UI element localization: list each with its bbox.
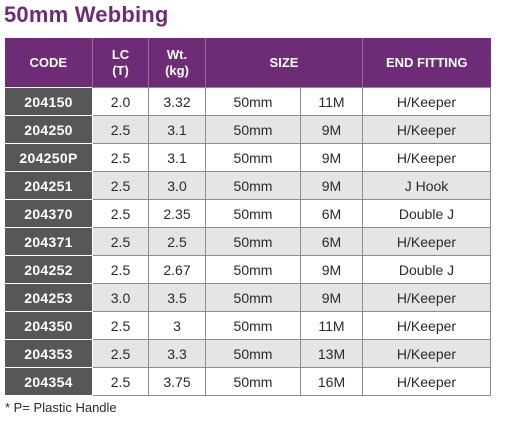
cell-code: 204251	[4, 171, 93, 200]
cell-weight: 2.67	[148, 255, 206, 284]
cell-size-length: 6M	[300, 199, 363, 228]
cell-end-fitting: H/Keeper	[362, 367, 491, 396]
cell-size-width: 50mm	[205, 283, 301, 312]
cell-lc: 2.5	[92, 367, 149, 396]
cell-size-length: 9M	[300, 171, 363, 200]
cell-code: 204354	[4, 367, 93, 396]
cell-end-fitting: H/Keeper	[362, 143, 491, 172]
cell-weight: 3.3	[148, 339, 206, 368]
webbing-spec-table: CODE LC (T) Wt. (kg) SIZE END FITTING 20…	[4, 38, 491, 396]
cell-end-fitting: Double J	[362, 199, 491, 228]
header-lc-label: LC	[111, 46, 130, 62]
table-header-row: CODE LC (T) Wt. (kg) SIZE END FITTING	[4, 38, 491, 88]
cell-code: 204250P	[4, 143, 93, 172]
cell-size-width: 50mm	[205, 171, 301, 200]
cell-code: 204350	[4, 311, 93, 340]
cell-size-length: 6M	[300, 227, 363, 256]
table-row: 204252 2.5 2.67 50mm 9M Double J	[4, 255, 491, 284]
cell-size-length: 9M	[300, 115, 363, 144]
cell-size-length: 11M	[300, 311, 363, 340]
cell-code: 204250	[4, 115, 93, 144]
table-row: 204370 2.5 2.35 50mm 6M Double J	[4, 199, 491, 228]
table-row: 204251 2.5 3.0 50mm 9M J Hook	[4, 171, 491, 200]
cell-size-length: 13M	[300, 339, 363, 368]
cell-size-length: 16M	[300, 367, 363, 396]
table-row: 204253 3.0 3.5 50mm 9M H/Keeper	[4, 283, 491, 312]
cell-lc: 2.5	[92, 255, 149, 284]
cell-size-width: 50mm	[205, 339, 301, 368]
cell-code: 204253	[4, 283, 93, 312]
cell-size-length: 9M	[300, 255, 363, 284]
cell-code: 204353	[4, 339, 93, 368]
cell-lc: 2.5	[92, 227, 149, 256]
footnote: * P= Plastic Handle	[5, 400, 117, 415]
cell-code: 204150	[4, 87, 93, 116]
cell-end-fitting: H/Keeper	[362, 339, 491, 368]
cell-weight: 3	[148, 311, 206, 340]
header-end-fitting: END FITTING	[362, 38, 491, 88]
cell-size-length: 9M	[300, 283, 363, 312]
cell-weight: 3.0	[148, 171, 206, 200]
cell-size-width: 50mm	[205, 143, 301, 172]
cell-end-fitting: Double J	[362, 255, 491, 284]
header-lc: LC (T)	[92, 38, 149, 88]
cell-size-width: 50mm	[205, 199, 301, 228]
cell-end-fitting: J Hook	[362, 171, 491, 200]
header-weight: Wt. (kg)	[148, 38, 206, 88]
cell-end-fitting: H/Keeper	[362, 87, 491, 116]
cell-end-fitting: H/Keeper	[362, 283, 491, 312]
cell-weight: 3.5	[148, 283, 206, 312]
cell-code: 204370	[4, 199, 93, 228]
table-row: 204150 2.0 3.32 50mm 11M H/Keeper	[4, 87, 491, 116]
cell-lc: 2.5	[92, 339, 149, 368]
cell-lc: 2.0	[92, 87, 149, 116]
cell-size-width: 50mm	[205, 367, 301, 396]
table-row: 204250 2.5 3.1 50mm 9M H/Keeper	[4, 115, 491, 144]
table-body: 204150 2.0 3.32 50mm 11M H/Keeper 204250 2.5 3.1…	[4, 87, 491, 396]
cell-size-length: 11M	[300, 87, 363, 116]
table-row: 204354 2.5 3.75 50mm 16M H/Keeper	[4, 367, 491, 396]
cell-lc: 2.5	[92, 199, 149, 228]
table-row: 204250P 2.5 3.1 50mm 9M H/Keeper	[4, 143, 491, 172]
cell-weight: 3.1	[148, 143, 206, 172]
cell-lc: 2.5	[92, 115, 149, 144]
cell-weight: 3.32	[148, 87, 206, 116]
cell-end-fitting: H/Keeper	[362, 227, 491, 256]
cell-code: 204252	[4, 255, 93, 284]
table-row: 204371 2.5 2.5 50mm 6M H/Keeper	[4, 227, 491, 256]
cell-size-width: 50mm	[205, 311, 301, 340]
cell-weight: 3.1	[148, 115, 206, 144]
cell-weight: 2.35	[148, 199, 206, 228]
cell-end-fitting: H/Keeper	[362, 115, 491, 144]
cell-lc: 2.5	[92, 171, 149, 200]
header-code: CODE	[4, 38, 93, 88]
page-title: 50mm Webbing	[4, 2, 169, 27]
cell-end-fitting: H/Keeper	[362, 311, 491, 340]
cell-code: 204371	[4, 227, 93, 256]
cell-lc: 2.5	[92, 311, 149, 340]
header-weight-label: Wt.	[166, 46, 188, 62]
header-weight-unit: (kg)	[165, 62, 189, 78]
cell-size-width: 50mm	[205, 227, 301, 256]
table-row: 204353 2.5 3.3 50mm 13M H/Keeper	[4, 339, 491, 368]
cell-size-length: 9M	[300, 143, 363, 172]
cell-lc: 2.5	[92, 143, 149, 172]
cell-lc: 3.0	[92, 283, 149, 312]
cell-size-width: 50mm	[205, 87, 301, 116]
header-size: SIZE	[205, 38, 363, 88]
cell-weight: 2.5	[148, 227, 206, 256]
cell-weight: 3.75	[148, 367, 206, 396]
header-lc-unit: (T)	[112, 62, 129, 78]
cell-size-width: 50mm	[205, 115, 301, 144]
cell-size-width: 50mm	[205, 255, 301, 284]
table-row: 204350 2.5 3 50mm 11M H/Keeper	[4, 311, 491, 340]
